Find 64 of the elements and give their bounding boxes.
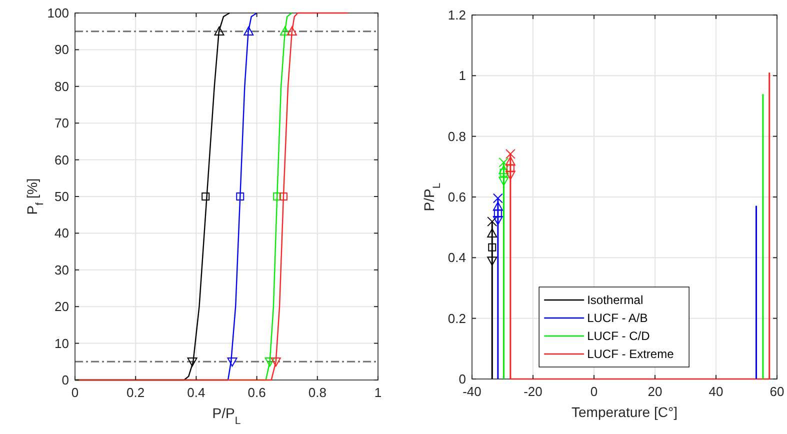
point <box>500 168 508 177</box>
point <box>492 202 503 211</box>
point <box>214 26 224 36</box>
point <box>227 358 238 367</box>
x-tick-label: 60 <box>770 384 784 399</box>
y-tick-label: 0.4 <box>448 250 466 266</box>
y-tick-label: 40 <box>54 226 69 241</box>
legend-label: LUCF - Extreme <box>587 347 674 361</box>
y-tick-label: 70 <box>54 116 69 131</box>
y-tick-label: 90 <box>54 42 69 58</box>
y-tick-label: 0.8 <box>448 128 466 144</box>
point <box>505 156 516 166</box>
point <box>505 148 516 159</box>
legend-label: Isothermal <box>587 293 644 307</box>
point <box>270 358 281 367</box>
y-tick-label: 0.6 <box>448 190 466 204</box>
x-tick-label: -20 <box>524 384 542 399</box>
point <box>487 228 498 238</box>
point <box>506 164 514 172</box>
x-tick-label: 0 <box>590 384 598 399</box>
point <box>487 256 498 266</box>
point <box>498 165 509 174</box>
y-tick-label: 1 <box>458 68 466 84</box>
legend-label: LUCF - C/D <box>587 329 650 343</box>
point <box>498 176 509 186</box>
x-tick-label: 20 <box>648 384 662 399</box>
point <box>488 243 496 252</box>
x-tick-label: 1 <box>374 385 382 400</box>
point <box>492 216 503 226</box>
point <box>236 192 244 200</box>
point <box>286 26 297 36</box>
y-tick-label: 50 <box>54 189 69 204</box>
x-tick-label: 0.8 <box>308 385 326 400</box>
point <box>498 157 509 168</box>
y-tick-label: 10 <box>54 336 69 351</box>
x-tick-label: 0.6 <box>248 385 266 400</box>
point <box>202 192 210 200</box>
point <box>279 192 288 200</box>
x-tick-label: 0 <box>71 385 79 400</box>
point <box>494 209 502 218</box>
point <box>187 358 198 367</box>
point <box>492 193 503 204</box>
point <box>280 26 290 36</box>
point <box>273 192 282 200</box>
x-axis-title: P/P$_{L}$ <box>212 405 241 427</box>
y-tick-label: 20 <box>54 299 69 314</box>
legend-label: LUCF - A/B <box>587 311 648 325</box>
y-tick-label: 60 <box>54 152 69 168</box>
y-tick-label: 0 <box>62 372 69 388</box>
y-tick-label: 0 <box>458 372 466 386</box>
y-tick-label: 80 <box>54 78 69 94</box>
y-tick-label: 30 <box>54 262 69 278</box>
y-tick-label: 0.2 <box>448 310 466 326</box>
point <box>244 26 254 36</box>
point <box>487 216 498 227</box>
x-tick-label: 40 <box>708 384 724 399</box>
x-tick-label: 0.4 <box>187 385 206 400</box>
x-tick-label: -40 <box>462 384 482 399</box>
point <box>505 170 516 180</box>
y-tick-label: 1.2 <box>448 8 466 22</box>
point <box>264 358 275 367</box>
y-tick-label: 100 <box>47 6 69 20</box>
x-tick-label: 0.2 <box>126 385 145 400</box>
x-axis-title: Temperature [C°] <box>572 404 678 420</box>
